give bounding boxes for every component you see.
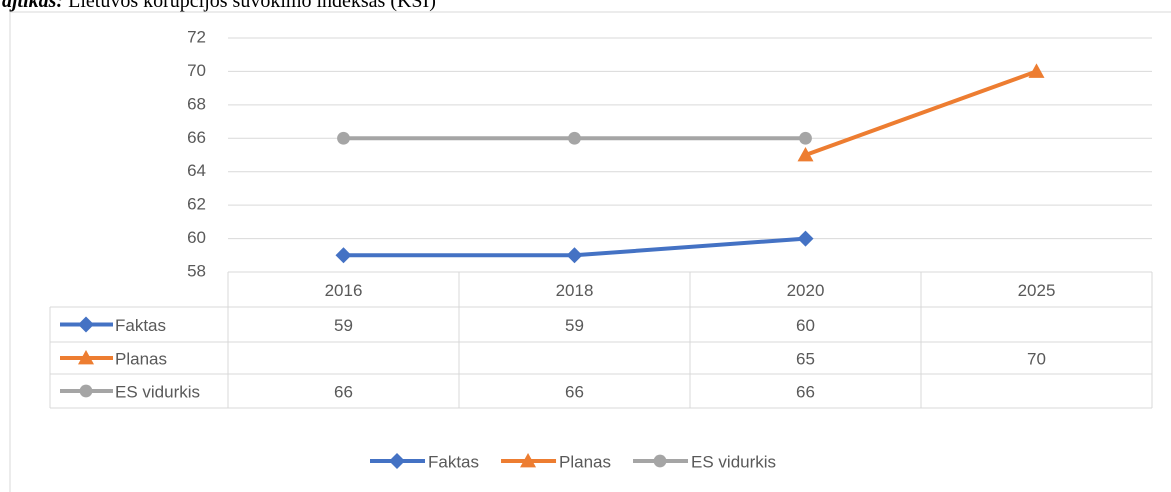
legend-label: ES vidurkis (691, 452, 776, 471)
table-series-name: Planas (115, 349, 167, 368)
series-line (804, 69, 1038, 157)
marker (797, 230, 814, 247)
y-tick-label: 58 (187, 261, 206, 280)
legend-label: Faktas (428, 452, 479, 471)
marker (797, 147, 814, 162)
y-tick-label: 70 (187, 61, 206, 80)
marker (1028, 63, 1045, 78)
y-tick-label: 68 (187, 94, 206, 113)
x-tick-label: 2016 (325, 281, 363, 300)
marker (78, 350, 94, 365)
marker (799, 131, 812, 145)
x-tick-label: 2018 (556, 281, 594, 300)
table-cell: 70 (1027, 349, 1046, 368)
y-tick-label: 62 (187, 195, 206, 214)
table-cell: 66 (565, 382, 584, 401)
marker (568, 131, 581, 145)
legend-label: Planas (559, 452, 611, 471)
x-tick-label: 2020 (787, 281, 825, 300)
y-tick-label: 72 (187, 27, 206, 46)
marker (79, 384, 93, 398)
y-tick-label: 64 (187, 161, 206, 180)
marker (335, 247, 352, 264)
marker (566, 247, 583, 264)
marker (520, 453, 537, 468)
table-cell: 66 (334, 382, 353, 401)
y-tick-label: 66 (187, 128, 206, 147)
title-text: Lietuvos korupcijos suvokimo indeksas (K… (68, 0, 436, 12)
table-cell: 59 (334, 316, 353, 335)
chart-title: ajtikas: Lietuvos korupcijos suvokimo in… (2, 0, 436, 12)
table-series-name: Faktas (115, 316, 166, 335)
title-prefix: ajtikas: (2, 0, 63, 12)
marker (389, 453, 405, 469)
x-tick-label: 2025 (1018, 281, 1056, 300)
marker (337, 131, 350, 145)
table-cell: 66 (796, 382, 815, 401)
marker (78, 316, 94, 333)
table-cell: 59 (565, 316, 584, 335)
table-cell: 65 (796, 349, 815, 368)
y-tick-label: 60 (187, 228, 206, 247)
chart-border (9, 11, 1171, 492)
marker (653, 454, 667, 468)
table-series-name: ES vidurkis (115, 382, 200, 401)
table-cell: 60 (796, 316, 815, 335)
